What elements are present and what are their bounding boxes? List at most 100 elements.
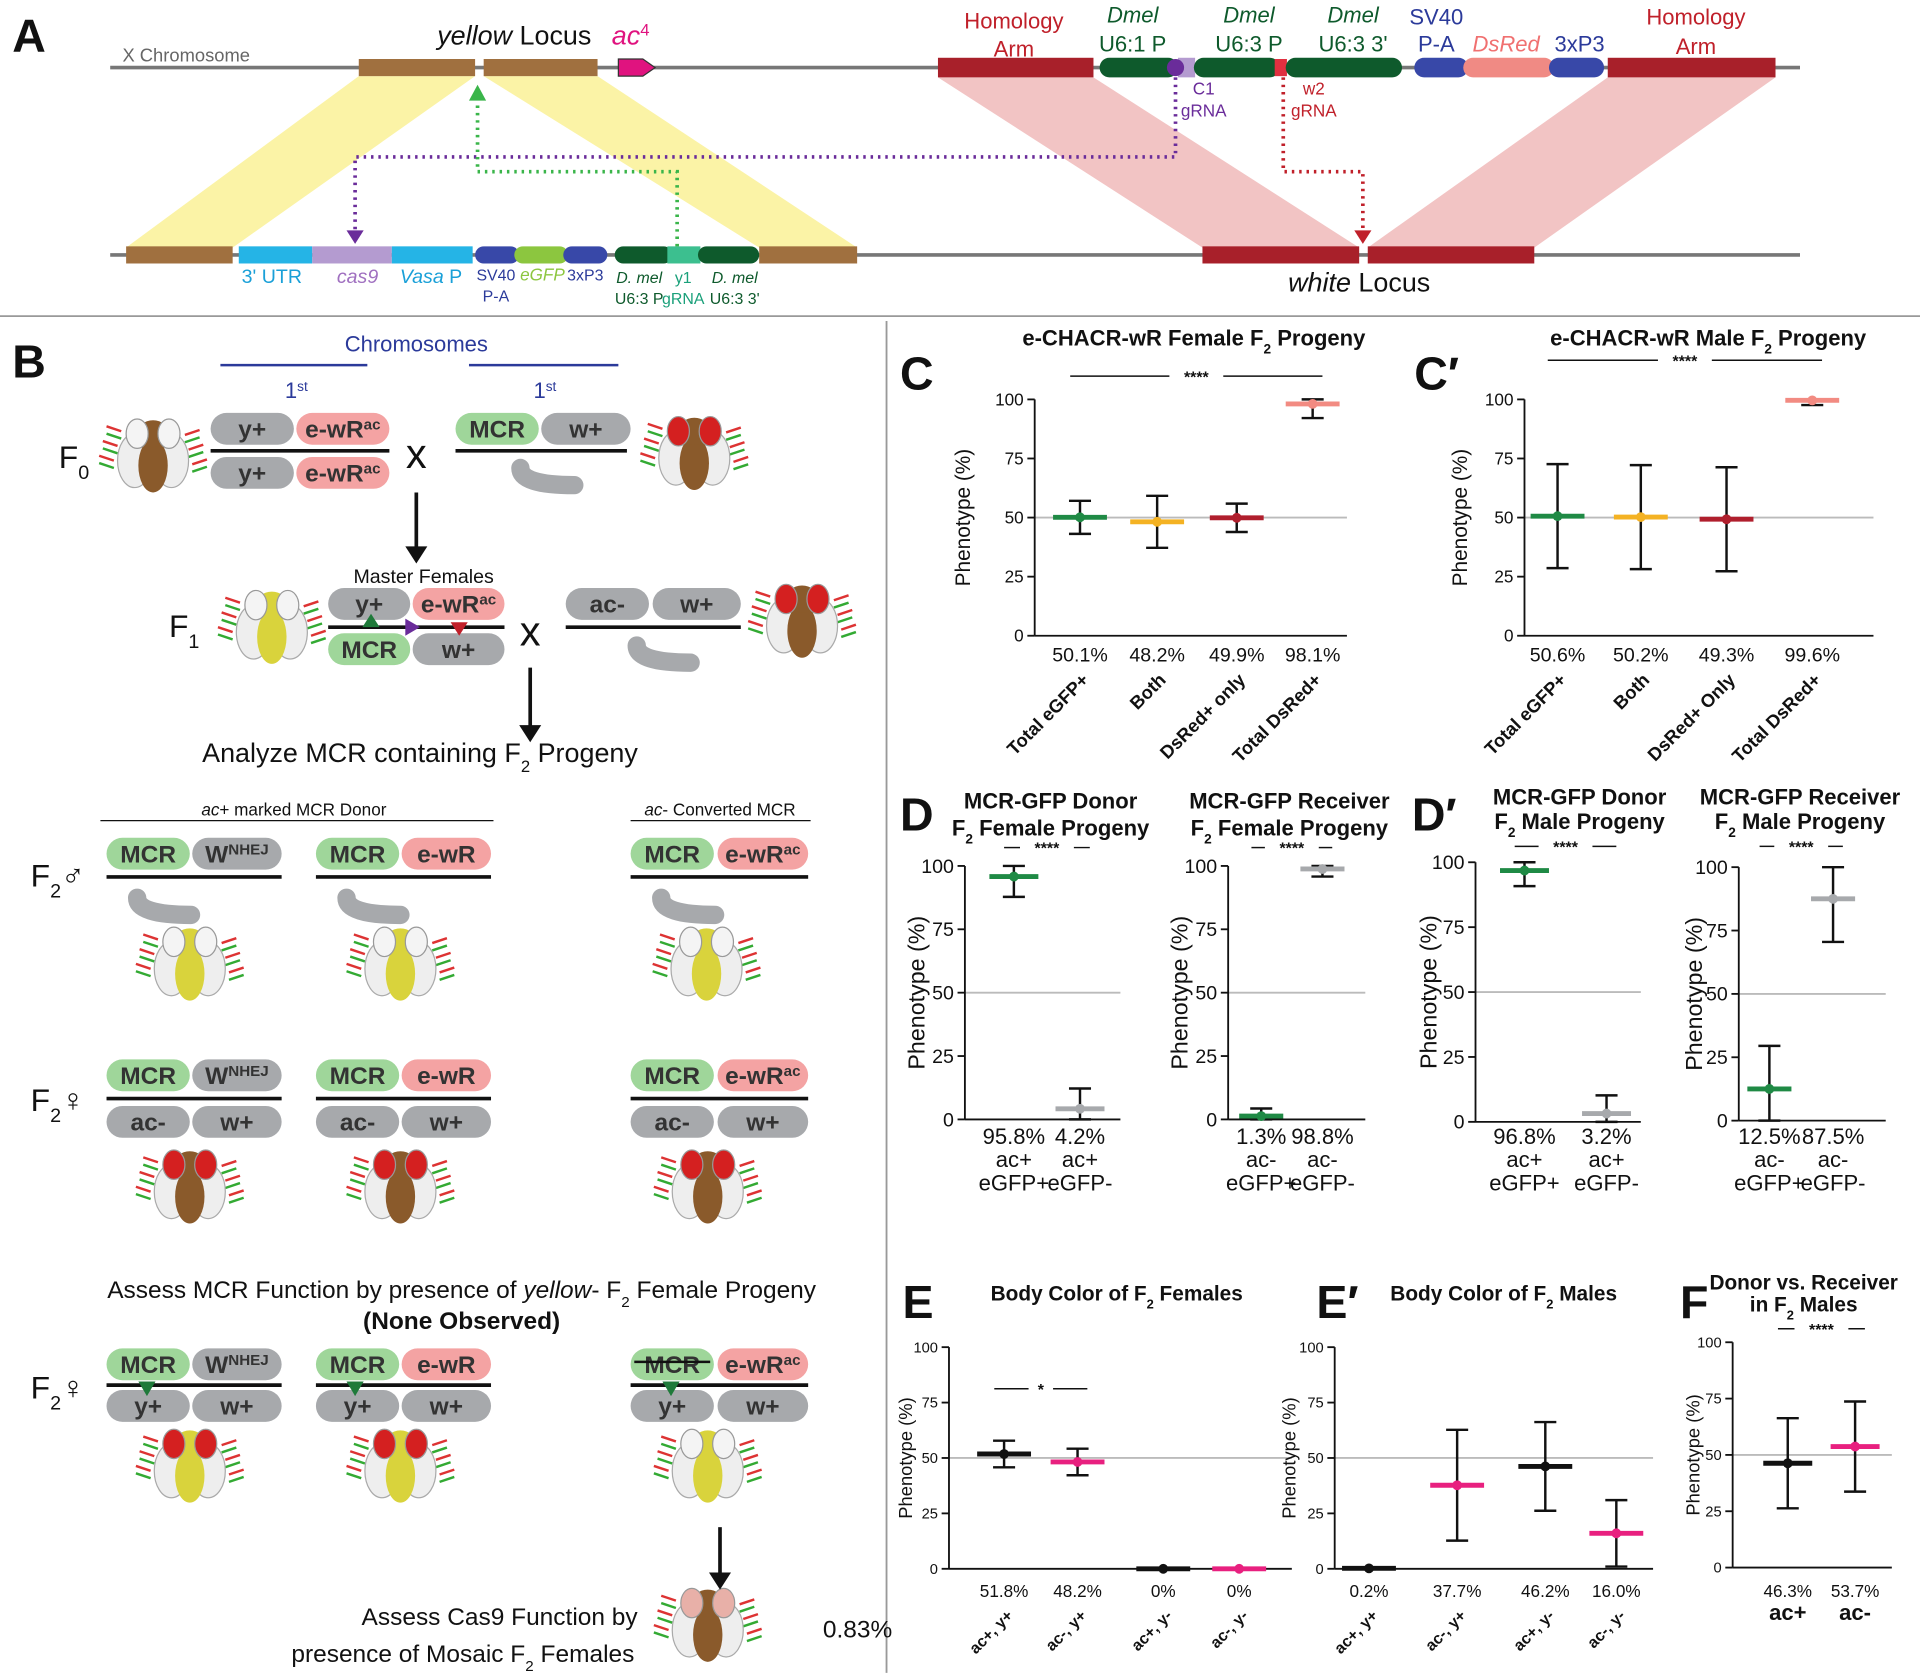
text-run: ac- bbox=[130, 1109, 165, 1136]
y-tick-label: 100 bbox=[1695, 857, 1728, 879]
diagram-label: w2 bbox=[1302, 79, 1325, 99]
text-run: Progeny bbox=[530, 738, 638, 768]
text-run: U6:3 3' bbox=[1318, 32, 1387, 57]
mean-dot bbox=[1807, 395, 1818, 406]
value-label: 49.3% bbox=[1699, 644, 1755, 666]
gene-box bbox=[126, 246, 233, 264]
fly-eye bbox=[194, 926, 218, 958]
mean-dot bbox=[1158, 1563, 1169, 1574]
fly-hair bbox=[746, 1634, 763, 1643]
fly-hair bbox=[224, 596, 241, 604]
text-run: Dmel bbox=[1107, 2, 1160, 27]
text-run: 1 bbox=[533, 378, 545, 403]
genotype-label: w+ bbox=[429, 1109, 463, 1136]
genotype-label: MCR bbox=[120, 1352, 176, 1379]
genotype-label: e-wRac bbox=[725, 1351, 800, 1379]
fly-hair bbox=[739, 1439, 755, 1447]
genotype-label: w+ bbox=[219, 1109, 253, 1136]
fly-eye bbox=[162, 1428, 186, 1460]
fly-eye bbox=[712, 1149, 736, 1181]
mean-dot bbox=[1721, 514, 1732, 525]
genotype-chip bbox=[401, 1348, 492, 1381]
mean-dot bbox=[999, 1449, 1009, 1459]
fly-icon bbox=[640, 415, 749, 491]
gene-box bbox=[1463, 57, 1554, 78]
diagram-label: 3xP3 bbox=[567, 268, 603, 285]
y-tick-label: 100 bbox=[921, 856, 954, 878]
fly-icon bbox=[217, 589, 327, 664]
y-axis-label: Phenotype (%) bbox=[1279, 1397, 1300, 1518]
fly-hair bbox=[439, 1196, 455, 1204]
fly-hair bbox=[439, 966, 455, 974]
y-tick-label: 50 bbox=[922, 1451, 938, 1467]
text-run: w+ bbox=[429, 1109, 463, 1136]
fly-hair bbox=[435, 1174, 451, 1182]
genotype-label: y+ bbox=[658, 1394, 686, 1421]
fly-eye bbox=[678, 926, 703, 958]
grna-target bbox=[362, 613, 380, 628]
text-run: st bbox=[297, 379, 308, 394]
fly-body bbox=[679, 436, 709, 491]
value-label: 50.6% bbox=[1530, 644, 1586, 666]
gene-box bbox=[475, 246, 520, 264]
y-axis-label: Phenotype (%) bbox=[1449, 449, 1472, 587]
genotype-label: MCR bbox=[120, 1063, 176, 1090]
fly-hair bbox=[135, 962, 151, 970]
fly-hair bbox=[228, 1468, 245, 1476]
mean-dot bbox=[1452, 1480, 1463, 1491]
fly-hair bbox=[833, 594, 849, 602]
diagram-label: U6:1 P bbox=[1099, 32, 1166, 57]
fly-hair bbox=[228, 1196, 245, 1204]
diagram-label: Arm bbox=[1676, 34, 1716, 59]
genotype-chip bbox=[296, 456, 390, 489]
genotype-chip bbox=[630, 837, 714, 870]
genotype-label: WNHEJ bbox=[205, 1351, 269, 1379]
y-chromosome bbox=[127, 888, 201, 925]
chart-title: e-CHACR-wR Male F2 Progeny bbox=[1550, 326, 1867, 357]
diagram-label: Dmel bbox=[1107, 2, 1160, 27]
target-arrow bbox=[475, 100, 679, 247]
text-run: Arm bbox=[1676, 34, 1716, 59]
chart-title: Body Color of F2 Males bbox=[1390, 1283, 1617, 1312]
fly-hair bbox=[840, 630, 857, 639]
fly-icon bbox=[135, 926, 245, 1001]
fly-hair bbox=[660, 1594, 677, 1602]
fly-hair bbox=[739, 1605, 755, 1613]
text-run: w+ bbox=[429, 1394, 463, 1421]
text-run: Dmel bbox=[1223, 2, 1276, 27]
panel-label: E′ bbox=[1316, 1276, 1358, 1328]
text-run: SV40 bbox=[476, 268, 515, 285]
mean-dot bbox=[1764, 1084, 1775, 1094]
y-tick-label: 75 bbox=[1005, 448, 1024, 468]
genotype-chip bbox=[328, 633, 411, 666]
text-run: gRNA bbox=[662, 291, 705, 308]
fly-body bbox=[175, 946, 205, 1001]
y-tick-label: 0 bbox=[943, 1109, 954, 1131]
fly-hair bbox=[353, 940, 369, 948]
text-run: 2 bbox=[965, 831, 973, 846]
fly-hair bbox=[431, 1446, 448, 1454]
y-tick-label: 50 bbox=[1705, 1448, 1721, 1464]
gene-box bbox=[238, 246, 313, 264]
fly-eye bbox=[680, 1587, 704, 1619]
fly-eye bbox=[162, 1149, 186, 1181]
arrow-head bbox=[468, 84, 487, 101]
text-run: MCR-GFP Receiver bbox=[1700, 785, 1901, 810]
fly-hair bbox=[725, 433, 742, 441]
genotype-chip bbox=[630, 1059, 714, 1092]
text-run: ac bbox=[784, 1351, 801, 1368]
mean-dot bbox=[1828, 893, 1838, 904]
gene-box bbox=[1607, 57, 1776, 78]
fly-hair bbox=[729, 448, 745, 456]
diagram-label: U6:3 P bbox=[615, 291, 664, 308]
fly-hair bbox=[142, 1442, 159, 1450]
text-run: cas9 bbox=[337, 266, 378, 288]
text-run: 2 bbox=[50, 881, 61, 903]
fly-hair bbox=[346, 1192, 362, 1201]
chart-title: MCR-GFP Donor bbox=[1493, 785, 1667, 810]
diagram-label: U6:3 3' bbox=[1318, 32, 1387, 57]
text-run: ac- bbox=[340, 1109, 375, 1136]
y-tick-label: 50 bbox=[1706, 984, 1728, 1006]
text-run: U6:1 P bbox=[1099, 32, 1166, 57]
genotype-label: WNHEJ bbox=[205, 841, 269, 869]
